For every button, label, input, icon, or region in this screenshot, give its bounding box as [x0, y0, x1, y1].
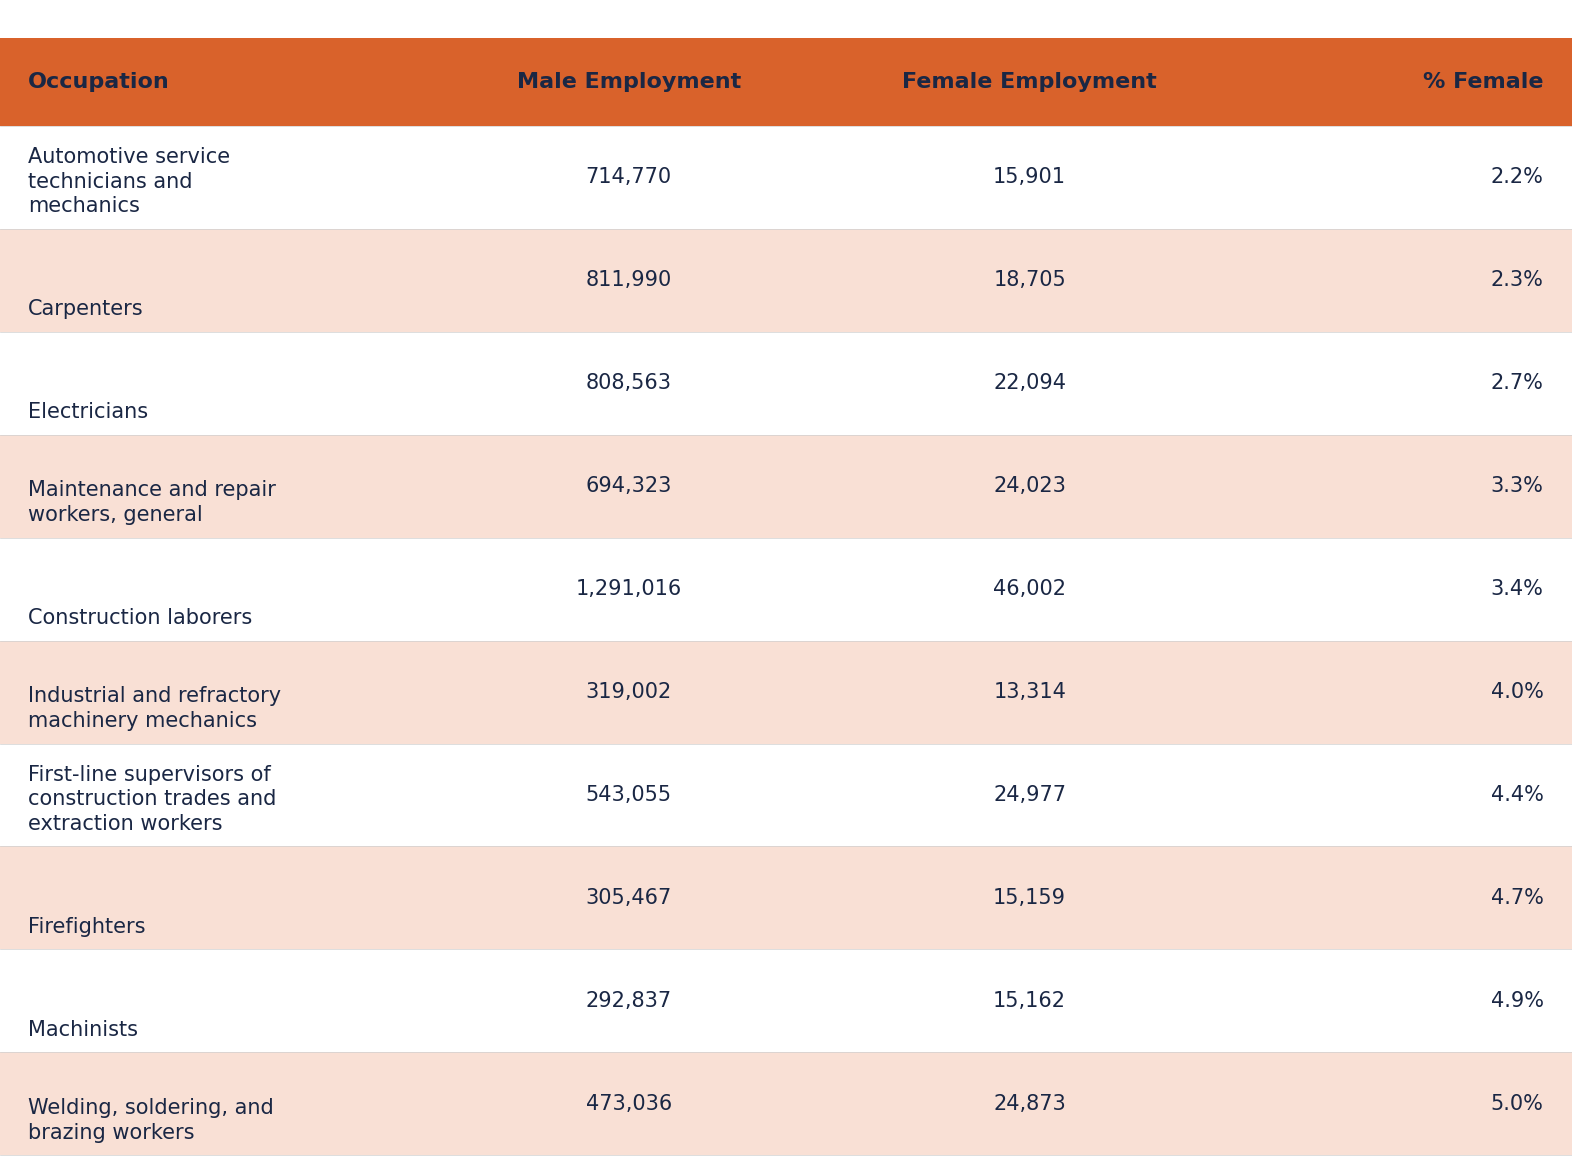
Text: 543,055: 543,055 — [586, 785, 671, 805]
Text: Automotive service
technicians and
mechanics: Automotive service technicians and mecha… — [28, 146, 231, 216]
Text: 24,873: 24,873 — [994, 1094, 1066, 1114]
Text: 1,291,016: 1,291,016 — [575, 579, 682, 599]
Text: 5.0%: 5.0% — [1490, 1094, 1544, 1114]
Text: 305,467: 305,467 — [586, 888, 671, 908]
Text: 714,770: 714,770 — [586, 167, 671, 187]
Text: 319,002: 319,002 — [586, 682, 671, 702]
Text: 46,002: 46,002 — [994, 579, 1066, 599]
Text: 2.7%: 2.7% — [1490, 373, 1544, 393]
Bar — [0, 126, 1572, 229]
Text: 811,990: 811,990 — [586, 270, 671, 290]
Text: % Female: % Female — [1423, 71, 1544, 92]
Text: Maintenance and repair
workers, general: Maintenance and repair workers, general — [28, 481, 277, 525]
Text: 473,036: 473,036 — [586, 1094, 671, 1114]
Text: 694,323: 694,323 — [586, 476, 671, 496]
Text: 4.7%: 4.7% — [1490, 888, 1544, 908]
Text: Male Employment: Male Employment — [517, 71, 740, 92]
Bar — [0, 1053, 1572, 1155]
Text: Construction laborers: Construction laborers — [28, 608, 253, 628]
Bar — [0, 332, 1572, 435]
Text: 4.9%: 4.9% — [1490, 991, 1544, 1011]
Text: Welding, soldering, and
brazing workers: Welding, soldering, and brazing workers — [28, 1099, 274, 1143]
Text: Firefighters: Firefighters — [28, 917, 146, 937]
Text: 24,977: 24,977 — [994, 785, 1066, 805]
Bar — [0, 538, 1572, 640]
Bar — [0, 950, 1572, 1053]
Bar — [0, 435, 1572, 538]
Text: 18,705: 18,705 — [994, 270, 1066, 290]
Text: 2.3%: 2.3% — [1490, 270, 1544, 290]
Text: 15,159: 15,159 — [994, 888, 1066, 908]
Bar — [0, 744, 1572, 847]
Text: 22,094: 22,094 — [994, 373, 1066, 393]
Text: 3.4%: 3.4% — [1490, 579, 1544, 599]
Text: Electricians: Electricians — [28, 402, 148, 422]
Text: First-line supervisors of
construction trades and
extraction workers: First-line supervisors of construction t… — [28, 764, 277, 834]
Text: 13,314: 13,314 — [994, 682, 1066, 702]
Text: 4.0%: 4.0% — [1490, 682, 1544, 702]
Text: Occupation: Occupation — [28, 71, 170, 92]
Text: 24,023: 24,023 — [994, 476, 1066, 496]
Text: 15,162: 15,162 — [994, 991, 1066, 1011]
Bar — [0, 229, 1572, 332]
Text: Machinists: Machinists — [28, 1020, 138, 1040]
Text: Female Employment: Female Employment — [902, 71, 1157, 92]
Text: Industrial and refractory
machinery mechanics: Industrial and refractory machinery mech… — [28, 687, 281, 731]
Text: 808,563: 808,563 — [586, 373, 671, 393]
Bar — [0, 39, 1572, 126]
Text: 3.3%: 3.3% — [1490, 476, 1544, 496]
Text: 4.4%: 4.4% — [1490, 785, 1544, 805]
Text: Carpenters: Carpenters — [28, 300, 145, 319]
Bar — [0, 847, 1572, 950]
Text: 292,837: 292,837 — [586, 991, 671, 1011]
Text: 15,901: 15,901 — [994, 167, 1066, 187]
Bar — [0, 641, 1572, 744]
Text: 2.2%: 2.2% — [1490, 167, 1544, 187]
